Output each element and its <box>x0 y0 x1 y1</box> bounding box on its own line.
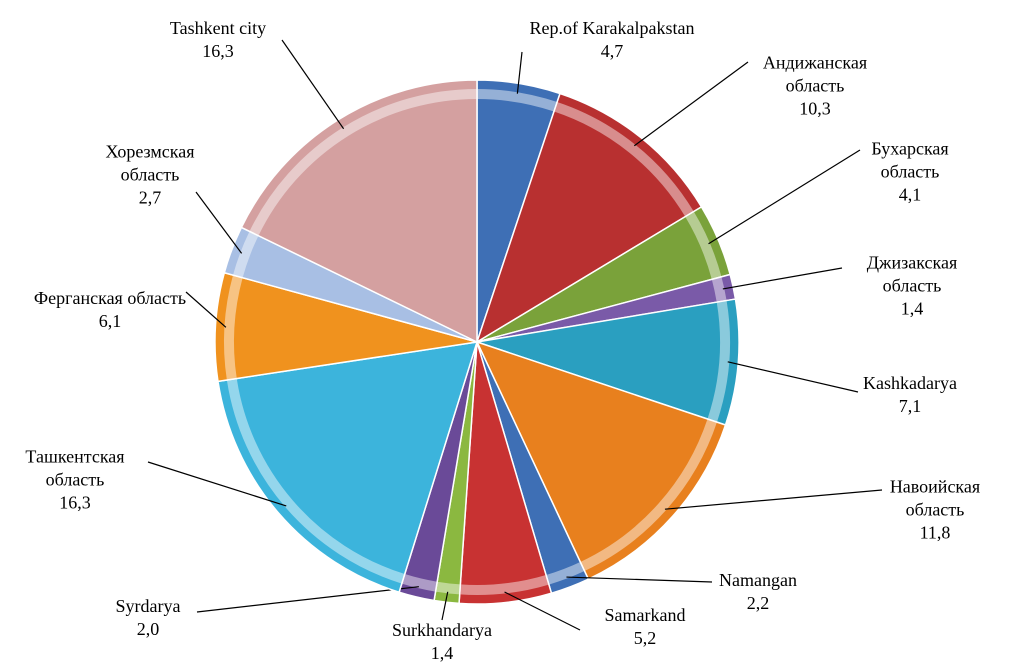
leader-line <box>708 149 861 245</box>
value-label: 1,4 <box>900 298 924 319</box>
pie-slice <box>475 92 703 344</box>
value-label: 7,1 <box>898 396 922 416</box>
data-label: Rep.of Karakalpakstan 4,7 <box>482 17 742 63</box>
leader-line <box>441 591 449 621</box>
slice-highlight <box>707 300 730 423</box>
category-label: Surkhandarya <box>392 620 492 640</box>
category-label: Навоийская область <box>889 476 981 520</box>
value-label: 1,4 <box>430 643 454 663</box>
pie-slice <box>217 341 479 594</box>
category-label: Ташкентская область <box>25 446 125 490</box>
category-label: Бухарская область <box>871 138 949 182</box>
leader-line <box>504 591 581 631</box>
leader-line <box>195 191 243 254</box>
category-label: Ферганская область <box>33 288 187 308</box>
pie-slice <box>214 271 478 383</box>
data-label: Namangan 2,2 <box>688 569 828 615</box>
category-label: Tashkent city <box>169 18 267 38</box>
value-label: 2,2 <box>746 593 770 613</box>
value-label: 2,0 <box>136 619 160 639</box>
value-label: 11,8 <box>919 522 951 543</box>
pie-slice <box>475 340 727 581</box>
slice-highlight <box>226 378 405 584</box>
value-label: 16,3 <box>202 41 234 61</box>
data-label: Андижанская область 10,3 <box>740 52 890 121</box>
data-label: Ферганская область 6,1 <box>30 287 190 333</box>
data-label: Навоийская область 11,8 <box>865 476 1005 545</box>
leader-line <box>281 39 345 130</box>
value-label: 4,1 <box>898 184 922 205</box>
slice-highlight <box>459 574 549 595</box>
slice-highlight <box>249 89 478 236</box>
category-label: Андижанская область <box>762 52 868 96</box>
slice-highlight <box>476 89 558 112</box>
leader-line <box>727 361 859 393</box>
category-label: Rep.of Karakalpakstan <box>529 18 695 38</box>
leader-line <box>196 586 419 613</box>
leader-line <box>516 51 523 94</box>
leader-line <box>722 267 843 290</box>
data-label: Бухарская область 4,1 <box>840 138 980 207</box>
value-label: 4,7 <box>600 41 624 61</box>
leader-line <box>664 489 883 510</box>
slice-highlight <box>685 211 722 280</box>
data-label: Syrdarya 2,0 <box>78 595 218 641</box>
value-label: 5,2 <box>633 628 657 648</box>
category-label: Syrdarya <box>115 596 181 616</box>
slice-highlight <box>224 275 243 381</box>
pie-slice <box>476 298 740 426</box>
leader-line <box>147 461 287 507</box>
data-label: Samarkand 5,2 <box>575 604 715 650</box>
leader-line <box>633 61 749 147</box>
slice-highlight <box>553 102 694 217</box>
leader-line <box>566 576 713 583</box>
data-label: Tashkent city 16,3 <box>138 17 298 63</box>
category-label: Samarkand <box>604 605 686 625</box>
data-label: Surkhandarya 1,4 <box>362 619 522 665</box>
slice-highlight <box>580 418 717 572</box>
data-label: Ташкентская область 16,3 <box>0 446 150 515</box>
value-label: 6,1 <box>98 311 122 331</box>
slice-highlight <box>711 276 727 303</box>
value-label: 16,3 <box>59 492 91 513</box>
slice-highlight <box>435 581 461 595</box>
leader-line <box>185 291 227 328</box>
category-label: Namangan <box>719 570 797 590</box>
value-label: 10,3 <box>799 98 831 119</box>
category-label: Kashkadarya <box>863 373 957 393</box>
data-label: Хорезмская область 2,7 <box>80 141 220 210</box>
data-label: Kashkadarya 7,1 <box>840 372 980 418</box>
category-label: Хорезмская область <box>105 141 195 185</box>
category-label: Джизакская область <box>866 252 958 296</box>
data-label: Джизакская область 1,4 <box>842 252 982 321</box>
value-label: 2,7 <box>138 187 162 208</box>
